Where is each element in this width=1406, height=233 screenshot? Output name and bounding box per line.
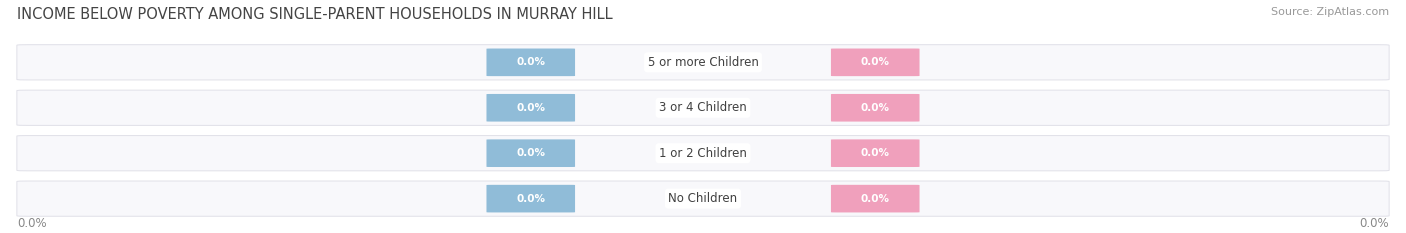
FancyBboxPatch shape <box>17 45 1389 80</box>
Text: No Children: No Children <box>668 192 738 205</box>
Text: 0.0%: 0.0% <box>860 148 890 158</box>
Text: 3 or 4 Children: 3 or 4 Children <box>659 101 747 114</box>
FancyBboxPatch shape <box>831 139 920 167</box>
FancyBboxPatch shape <box>486 139 575 167</box>
FancyBboxPatch shape <box>17 136 1389 171</box>
FancyBboxPatch shape <box>17 90 1389 125</box>
Text: 0.0%: 0.0% <box>17 217 46 230</box>
FancyBboxPatch shape <box>831 48 920 76</box>
Text: 0.0%: 0.0% <box>516 103 546 113</box>
FancyBboxPatch shape <box>831 94 920 122</box>
Text: 5 or more Children: 5 or more Children <box>648 56 758 69</box>
Text: 0.0%: 0.0% <box>1360 217 1389 230</box>
FancyBboxPatch shape <box>831 185 920 212</box>
Text: 1 or 2 Children: 1 or 2 Children <box>659 147 747 160</box>
Text: 0.0%: 0.0% <box>860 57 890 67</box>
Text: 0.0%: 0.0% <box>516 194 546 204</box>
FancyBboxPatch shape <box>17 181 1389 216</box>
Text: 0.0%: 0.0% <box>516 148 546 158</box>
Text: Source: ZipAtlas.com: Source: ZipAtlas.com <box>1271 7 1389 17</box>
FancyBboxPatch shape <box>486 48 575 76</box>
Text: 0.0%: 0.0% <box>516 57 546 67</box>
Text: 0.0%: 0.0% <box>860 194 890 204</box>
FancyBboxPatch shape <box>486 94 575 122</box>
Text: 0.0%: 0.0% <box>860 103 890 113</box>
Text: INCOME BELOW POVERTY AMONG SINGLE-PARENT HOUSEHOLDS IN MURRAY HILL: INCOME BELOW POVERTY AMONG SINGLE-PARENT… <box>17 7 613 22</box>
FancyBboxPatch shape <box>486 185 575 212</box>
